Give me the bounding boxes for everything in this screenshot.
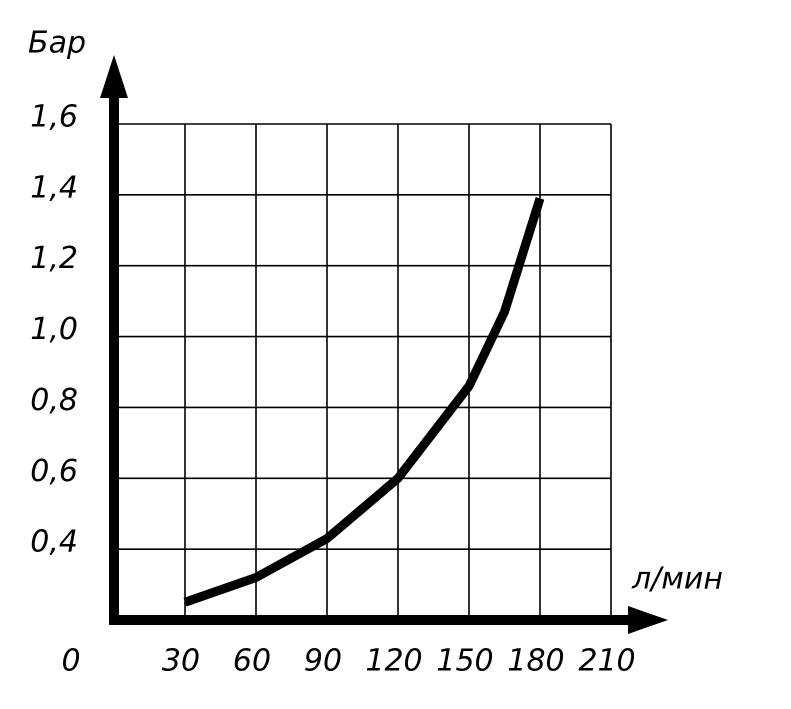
x-tick-label: 0 — [61, 644, 80, 679]
y-axis-label: Бар — [28, 26, 86, 61]
y-tick-label: 0,8 — [30, 383, 78, 418]
x-tick-label: 150 — [436, 644, 493, 679]
x-tick-label: 90 — [304, 644, 342, 679]
data-line — [183, 197, 545, 607]
y-tick-label: 1,6 — [30, 100, 78, 135]
x-axis-arrow — [628, 606, 668, 634]
x-tick-label: 120 — [365, 644, 422, 679]
x-tick-label: 30 — [162, 644, 200, 679]
y-tick-label: 1,2 — [30, 241, 78, 276]
y-tick-label: 0,4 — [30, 525, 78, 560]
y-tick-label: 1,4 — [30, 170, 78, 205]
x-axis-label: л/мин — [631, 562, 723, 597]
x-tick-label: 210 — [578, 644, 635, 679]
x-tick-label: 180 — [507, 644, 564, 679]
y-tick-label: 0,6 — [30, 454, 78, 489]
x-tick-label: 60 — [233, 644, 271, 679]
y-axis-arrow — [100, 55, 128, 98]
y-tick-label: 1,0 — [30, 312, 78, 347]
